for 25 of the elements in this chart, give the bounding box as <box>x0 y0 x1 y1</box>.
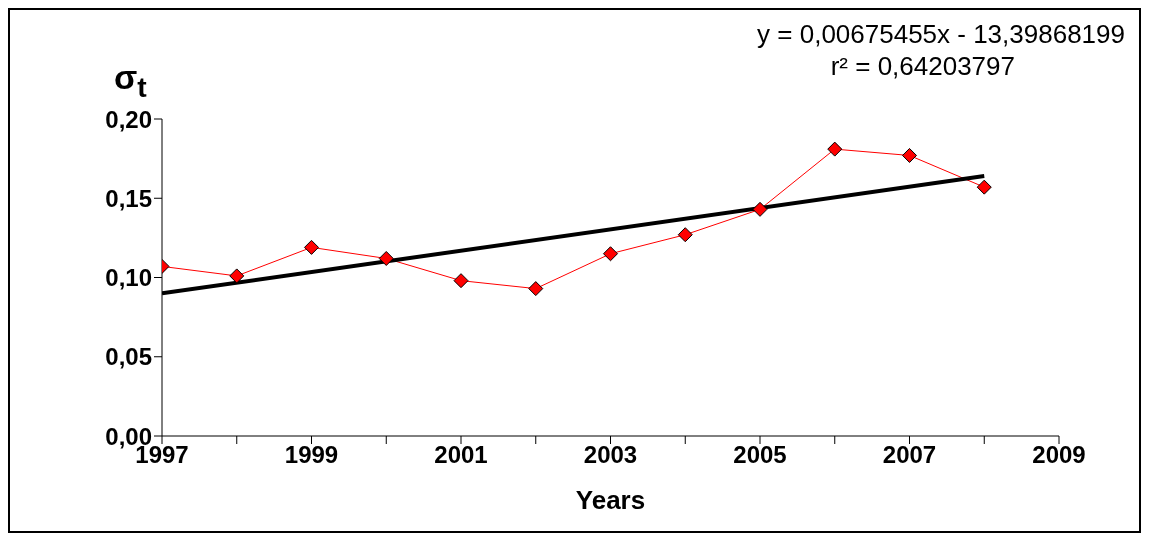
x-tick-label: 1999 <box>284 441 339 469</box>
x-tick-label: 2003 <box>583 441 638 469</box>
y-tick-label: 0,05 <box>105 343 152 371</box>
x-tick-label: 2001 <box>434 441 488 469</box>
point <box>827 141 843 157</box>
y-axis-title: σ$_{t}$ <box>114 58 147 104</box>
point <box>677 227 693 243</box>
x-tick-label: 2009 <box>1032 441 1086 469</box>
point <box>603 246 618 262</box>
x-axis-title: Years <box>575 485 646 515</box>
point <box>304 239 319 255</box>
x-tick-label: 2007 <box>882 441 937 469</box>
y-tick-label: 0,15 <box>105 184 152 212</box>
point <box>976 179 992 195</box>
point <box>229 268 245 284</box>
point <box>902 147 917 163</box>
text: y = 0,00675455x - 13,39868199 <box>757 18 1125 50</box>
point <box>453 273 469 289</box>
point <box>378 250 394 266</box>
y-tick-label: 0,10 <box>105 264 152 292</box>
point <box>752 201 768 217</box>
y-tick-label: 0,20 <box>105 105 152 133</box>
text: r² = 0,64203797 <box>829 50 1015 82</box>
x-tick-label: 2005 <box>733 441 787 469</box>
point <box>528 281 544 297</box>
